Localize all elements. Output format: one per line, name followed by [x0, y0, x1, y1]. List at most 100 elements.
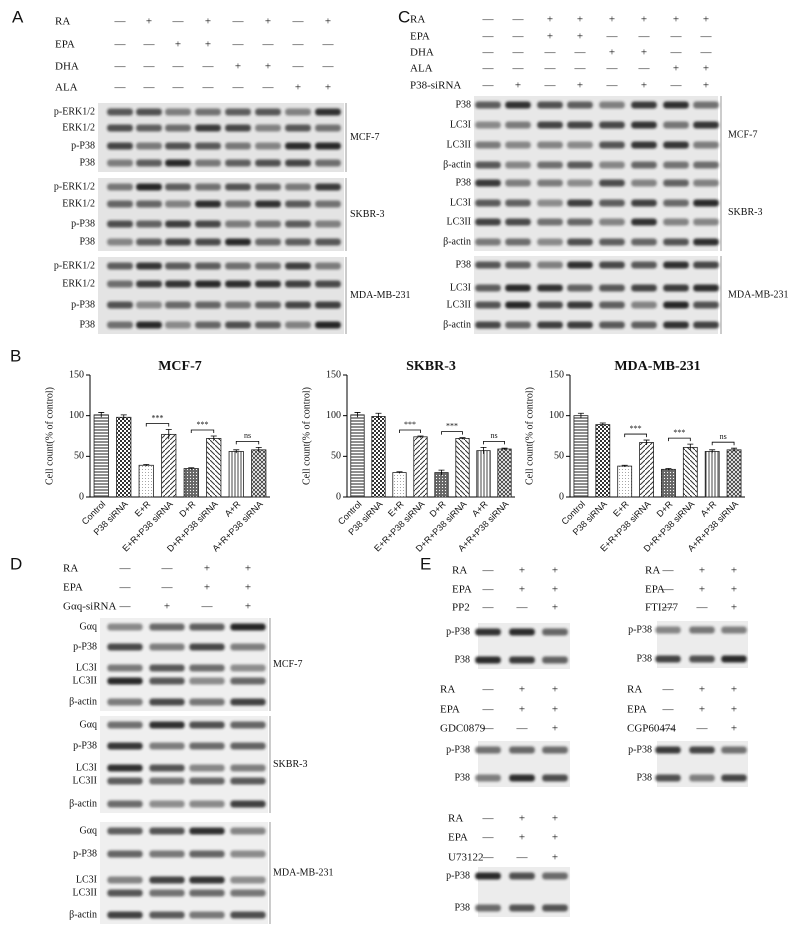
blot-band [475, 121, 501, 129]
blot-band [567, 261, 593, 269]
significance-bracket [441, 431, 463, 435]
blot-band [693, 218, 719, 226]
blot-band [475, 628, 501, 636]
blot-row-label: ERK1/2 [62, 198, 95, 209]
blot-band [721, 655, 747, 663]
blot-band [230, 800, 266, 808]
blot-band [631, 321, 657, 329]
blot-band [505, 284, 531, 292]
error-bar [255, 446, 262, 453]
treatment-label: FTI277 [645, 602, 679, 614]
error-bar [375, 412, 382, 420]
blot-band [255, 321, 281, 329]
error-bar [188, 467, 195, 470]
blot-band [107, 623, 143, 631]
blot-band [255, 280, 281, 288]
blot-band [537, 261, 563, 269]
bar [661, 468, 676, 498]
blot-row-label: β-actin [443, 236, 471, 247]
cell-line-label: MCF-7 [350, 132, 379, 143]
blot-band [567, 238, 593, 246]
treatment-sign: — [606, 63, 619, 75]
treatment-sign: + [641, 47, 647, 59]
treatment-sign: — [482, 704, 495, 716]
blot-band [195, 142, 221, 150]
cell-line-label: SKBR-3 [728, 207, 762, 218]
treatment-sign: + [699, 584, 705, 596]
blot-band [315, 200, 341, 208]
blot-band [225, 159, 251, 167]
treatment-sign: — [172, 61, 185, 73]
blot-band [136, 200, 162, 208]
blot-band [475, 101, 501, 109]
blot-band [165, 238, 191, 246]
error-bar [165, 429, 172, 440]
cell-line-label: SKBR-3 [273, 759, 307, 770]
blot-band [225, 238, 251, 246]
blot-band [285, 262, 311, 270]
treatment-sign: — [292, 16, 305, 28]
blot-band [599, 179, 625, 187]
blot-band [475, 872, 501, 880]
bar [639, 442, 654, 498]
blot-band [542, 656, 568, 664]
blot-band [475, 656, 501, 664]
blot-row-label: P38 [79, 236, 95, 247]
treatment-sign: + [204, 582, 210, 594]
treatment-sign: + [265, 61, 271, 73]
blot-band [189, 889, 225, 897]
treatment-sign: — [696, 723, 709, 735]
blot-row-label: P38 [79, 157, 95, 168]
treatment-label: EPA [440, 704, 460, 716]
treatment-sign: + [519, 704, 525, 716]
blot-row-label: P38 [636, 772, 652, 783]
blot-row-label: β-actin [443, 319, 471, 330]
blot-row-label: p-P38 [71, 299, 95, 310]
blot-row-label: ERK1/2 [62, 122, 95, 133]
treatment-sign: + [552, 832, 558, 844]
blot-band [149, 777, 185, 785]
blot-band [285, 238, 311, 246]
treatment-sign: — [172, 16, 185, 28]
blot-band [509, 656, 535, 664]
blot-band [693, 238, 719, 246]
blot-band [136, 183, 162, 191]
blot-band [195, 108, 221, 116]
blot-band [315, 220, 341, 228]
blot-band [315, 321, 341, 329]
blot-band [230, 623, 266, 631]
blot-band [689, 774, 715, 782]
treatment-sign: + [577, 80, 583, 92]
treatment-sign: — [574, 63, 587, 75]
treatment-sign: — [292, 39, 305, 51]
blot-band [136, 262, 162, 270]
y-tick-label: 50 [331, 451, 341, 462]
treatment-sign: + [673, 14, 679, 26]
treatment-sign: — [161, 582, 174, 594]
treatment-sign: — [202, 61, 215, 73]
blot-band [107, 280, 133, 288]
blot-band [542, 904, 568, 912]
x-tick-label: E+R [133, 499, 153, 519]
blot-background [474, 96, 718, 174]
bar [617, 465, 633, 498]
treatment-label: RA [55, 16, 70, 28]
treatment-sign: — [482, 47, 495, 59]
blot-band [509, 628, 535, 636]
treatment-sign: + [577, 31, 583, 43]
blot-band [149, 643, 185, 651]
blot-band [599, 301, 625, 309]
treatment-sign: — [143, 39, 156, 51]
treatment-sign: + [641, 14, 647, 26]
treatment-sign: — [232, 82, 245, 94]
blot-band [693, 261, 719, 269]
blot-band [255, 124, 281, 132]
error-bar [731, 447, 738, 452]
blot-band [475, 179, 501, 187]
blot-band [505, 121, 531, 129]
blot-row-label: β-actin [443, 159, 471, 170]
blot-band [165, 301, 191, 309]
treatment-label: EPA [55, 39, 75, 51]
blot-band [255, 262, 281, 270]
blot-band [599, 199, 625, 207]
